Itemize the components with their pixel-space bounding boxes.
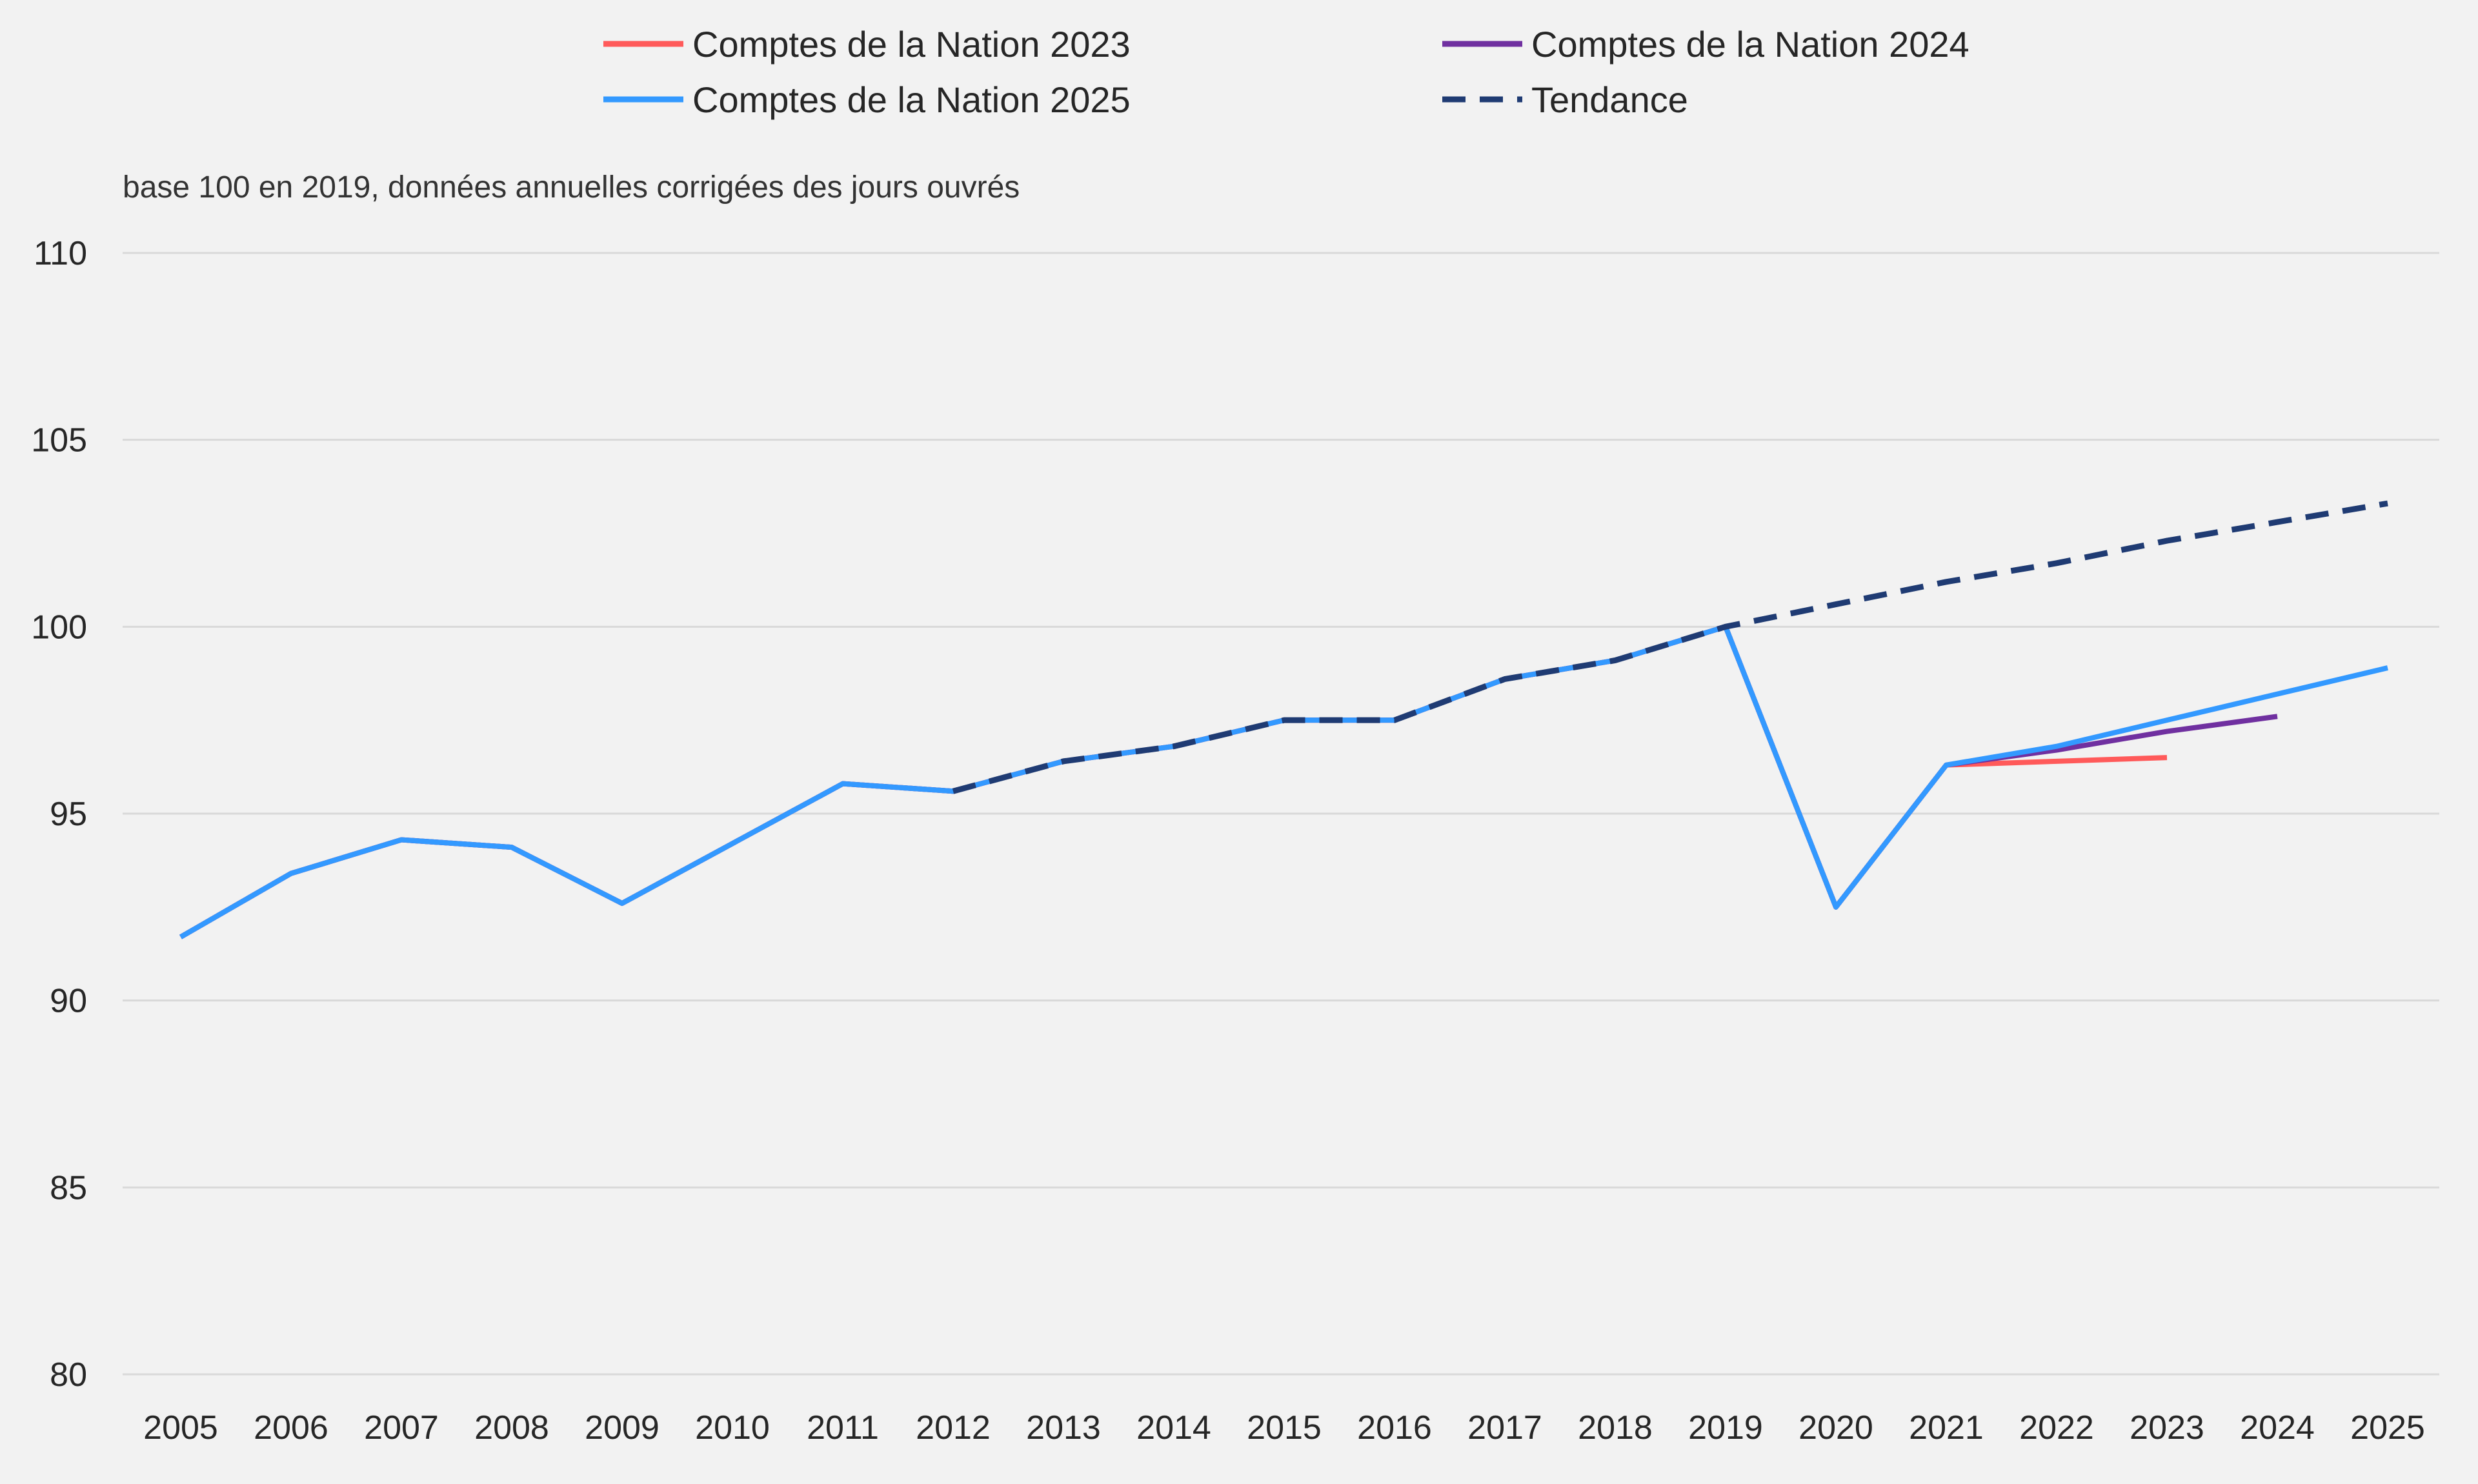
series-layer [179,500,2388,939]
legend: Comptes de la Nation 2023 Comptes de la N… [603,24,1969,120]
x-tick-label: 2009 [585,1409,660,1447]
x-axis: 2005 2006 2007 2008 2009 2010 2011 2012 2013 2014… [143,1409,2425,1447]
legend-item: Tendance [1442,79,1688,120]
x-tick-label: 2011 [807,1409,879,1447]
legend-label: Comptes de la Nation 2024 [1531,24,1969,65]
x-tick-label: 2014 [1136,1409,1211,1447]
series-line [952,500,2388,794]
x-tick-label: 2023 [2130,1409,2204,1447]
x-tick-label: 2008 [474,1409,549,1447]
legend-label: Comptes de la Nation 2025 [692,79,1131,120]
legend-item: Comptes de la Nation 2025 [603,79,1131,120]
series-line [179,624,2168,939]
x-tick-label: 2010 [695,1409,770,1447]
series-line-2 [179,624,2388,939]
x-tick-label: 2019 [1688,1409,1763,1447]
y-tick-label: 95 [50,796,87,833]
x-tick-label: 2013 [1026,1409,1101,1447]
chart-subtitle: base 100 en 2019, données annuelles corr… [123,170,1020,205]
x-tick-label: 2024 [2240,1409,2315,1447]
series-line-0 [179,624,2168,939]
legend-item: Comptes de la Nation 2023 [603,24,1131,65]
x-tick-label: 2015 [1247,1409,1322,1447]
y-axis: 80 85 90 95 100 105 110 [31,235,87,1394]
legend-label: Comptes de la Nation 2023 [692,24,1131,65]
x-tick-label: 2020 [1798,1409,1873,1447]
legend-item: Comptes de la Nation 2024 [1442,24,1969,65]
y-tick-label: 110 [34,235,87,272]
y-tick-label: 90 [50,983,87,1020]
x-tick-label: 2017 [1467,1409,1542,1447]
x-tick-label: 2006 [254,1409,328,1447]
x-tick-label: 2005 [143,1409,218,1447]
x-tick-label: 2012 [916,1409,991,1447]
series-line-1 [179,624,2278,939]
legend-label: Tendance [1531,79,1688,120]
x-tick-label: 2025 [2350,1409,2425,1447]
x-tick-label: 2007 [364,1409,439,1447]
x-tick-label: 2016 [1357,1409,1432,1447]
x-tick-label: 2021 [1909,1409,1984,1447]
series-line [179,624,2278,939]
y-tick-label: 100 [31,608,87,646]
grid [123,252,2439,1376]
series-tendance [952,500,2388,794]
series-line [179,624,2388,939]
y-tick-label: 105 [31,422,87,459]
x-tick-label: 2018 [1578,1409,1653,1447]
x-tick-label: 2022 [2019,1409,2094,1447]
y-tick-label: 85 [50,1169,87,1207]
y-tick-label: 80 [50,1356,87,1394]
